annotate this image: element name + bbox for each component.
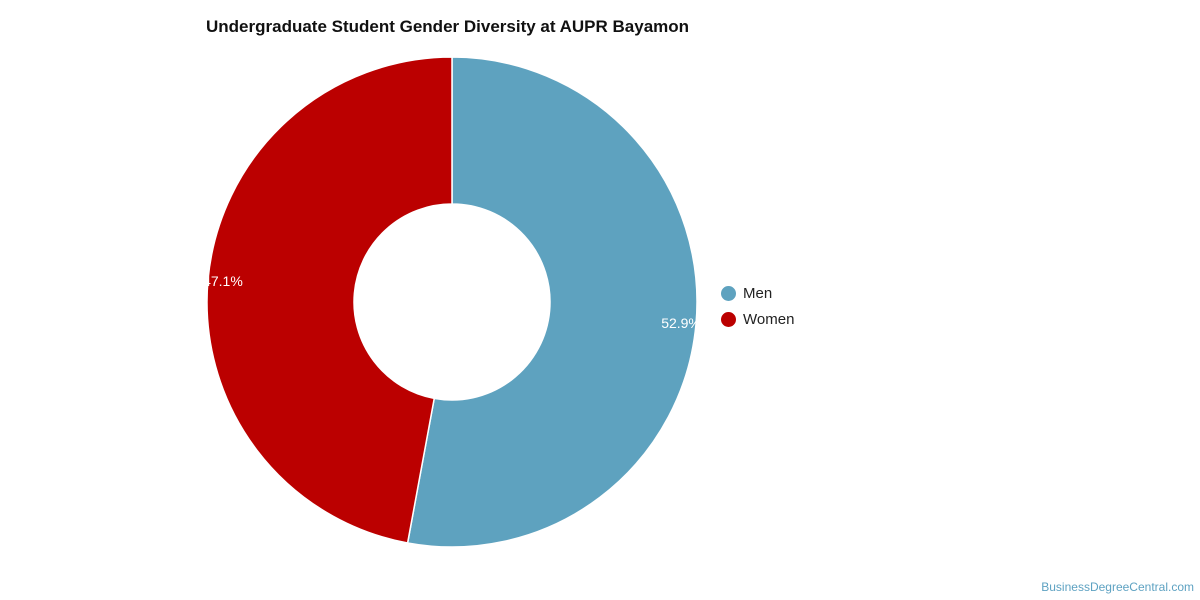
source-credit[interactable]: BusinessDegreeCentral.com: [1041, 580, 1194, 594]
legend-swatch-men: [721, 285, 736, 301]
data-label-men: 52.9%: [661, 315, 701, 331]
slice-women[interactable]: [206, 56, 453, 544]
legend-swatch-women: [721, 311, 736, 327]
chart-legend: Men Women: [721, 280, 794, 332]
legend-label-men: Men: [743, 284, 773, 302]
slice-men[interactable]: [406, 56, 698, 548]
legend-item-women[interactable]: Women: [721, 306, 794, 332]
legend-item-men[interactable]: Men: [721, 280, 794, 306]
chart-title: Undergraduate Student Gender Diversity a…: [206, 17, 690, 36]
data-label-women: 47.1%: [203, 273, 243, 289]
legend-label-women: Women: [743, 310, 795, 328]
